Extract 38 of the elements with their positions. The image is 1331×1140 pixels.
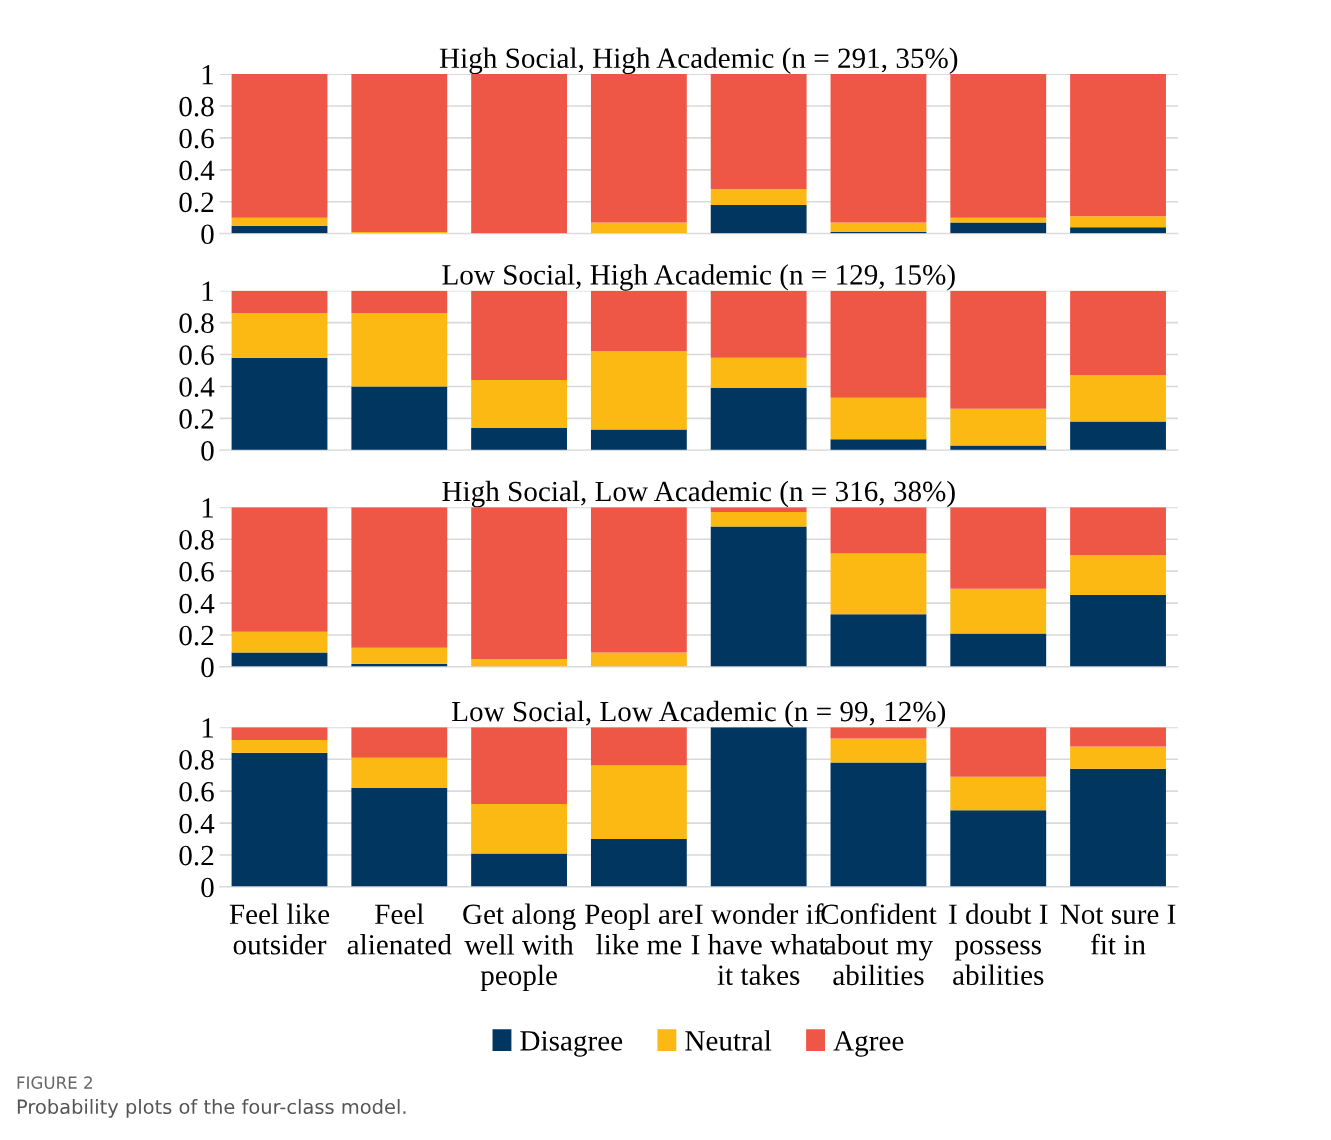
text: Probability plots of the four-class model. xyxy=(17,1099,406,1118)
y-tick-label: 0.6 xyxy=(179,128,214,149)
legend-label: Neutral xyxy=(685,1030,772,1051)
x-tick-label: Get along well with people xyxy=(463,903,576,992)
chart-title: High Social, High Academic (n = 291, 35%) xyxy=(439,47,958,75)
y-tick-label: 0.8 xyxy=(179,313,214,334)
y-tick-label: 1 xyxy=(202,64,213,85)
y-tick-label: 0.2 xyxy=(179,192,214,213)
y-tick-label: 0.8 xyxy=(179,96,214,117)
y-tick-label: 0.6 xyxy=(179,561,214,582)
y-tick-label: 1 xyxy=(202,281,213,301)
chart-title: Low Social, Low Academic (n = 99, 12%) xyxy=(452,700,946,728)
y-tick-label: 0.4 xyxy=(179,377,215,397)
y-tick-label: 0.4 xyxy=(179,160,215,181)
y-tick-label: 0 xyxy=(201,441,214,461)
y-tick-label: 0.8 xyxy=(179,529,214,550)
y-tick-label: 0 xyxy=(201,877,214,898)
y-tick-label: 0 xyxy=(201,224,214,245)
y-tick-label: 0.8 xyxy=(179,749,214,770)
y-tick-label: 0.2 xyxy=(179,409,214,429)
legend-label: Agree xyxy=(833,1031,904,1057)
x-tick-label: Not sure I fit in xyxy=(1060,904,1176,955)
y-tick-label: 0.6 xyxy=(179,781,214,802)
chart-title: Low Social, High Academic (n = 129, 15%) xyxy=(442,264,955,291)
x-tick-label: Feel alienated xyxy=(347,903,452,955)
y-tick-label: 0.4 xyxy=(179,593,215,614)
x-tick-label: I doubt I possess abilities xyxy=(949,903,1048,986)
x-tick-label: Feel like outsider xyxy=(229,903,330,955)
legend-label: Disagree xyxy=(520,1031,623,1057)
caption: FIGURE 2 xyxy=(17,1076,92,1089)
y-tick-label: 0.4 xyxy=(179,813,215,834)
y-tick-label: 1 xyxy=(202,718,213,738)
y-tick-label: 0.2 xyxy=(179,845,214,866)
y-tick-label: 0.2 xyxy=(179,625,214,646)
y-tick-label: 0.6 xyxy=(179,345,214,366)
y-tick-label: 0 xyxy=(201,657,214,678)
chart-title: High Social, Low Academic (n = 316, 38%) xyxy=(442,480,955,508)
y-tick-label: 1 xyxy=(202,498,213,518)
